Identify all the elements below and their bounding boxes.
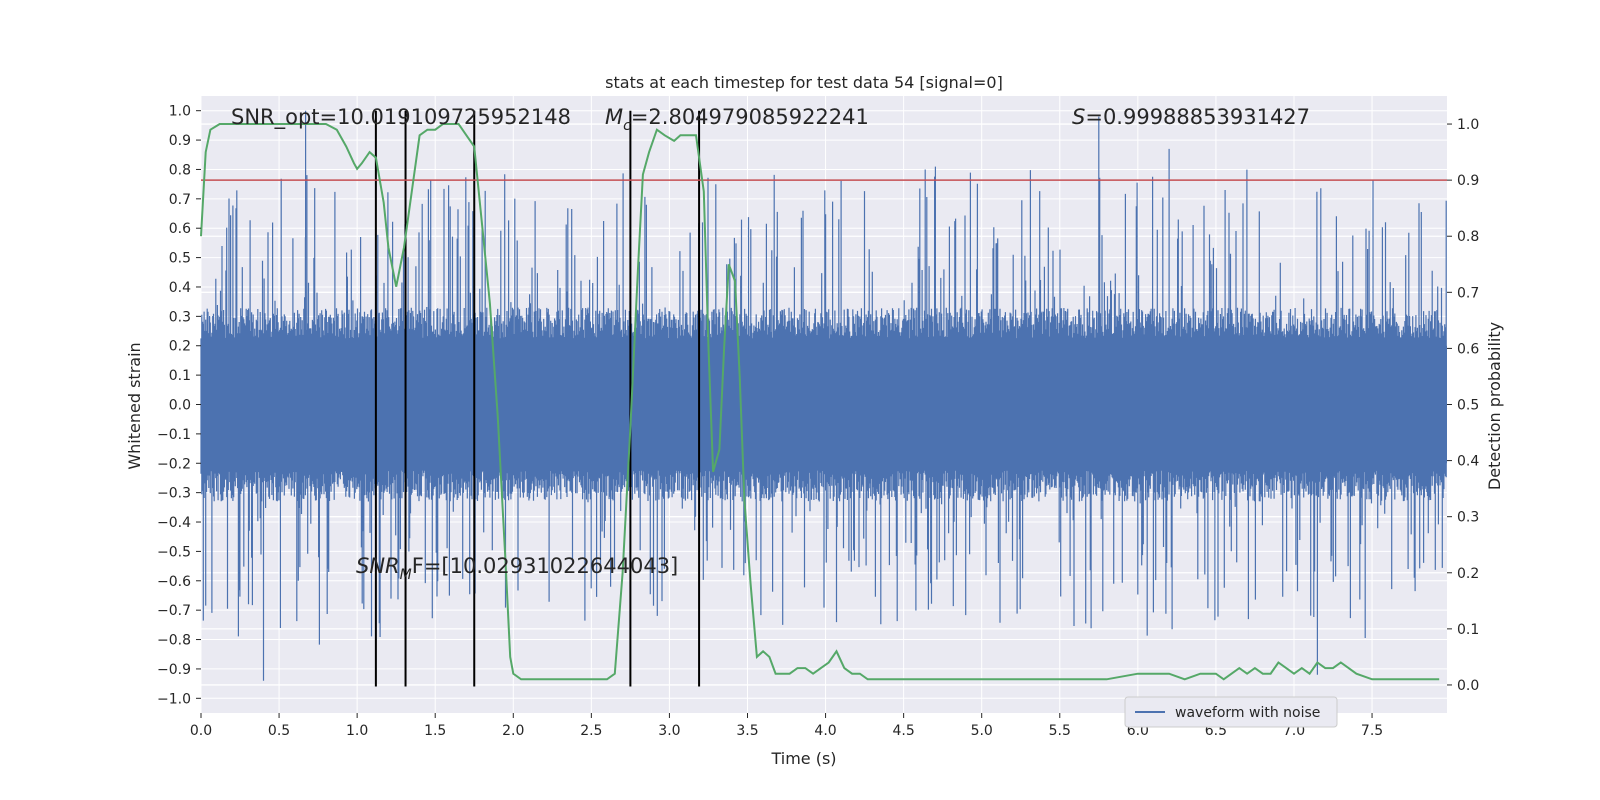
y-axis-ticks: 1.0 0.9 0.8 0.7 0.6 0.5 0.4 0.3 0.2 0.1 0.0 −0.1 −0.… xyxy=(157,104,201,707)
x-axis-label: Time (s) xyxy=(770,749,836,768)
annotation-s: S=0.99988853931427 xyxy=(1072,105,1310,129)
y-tick-label: 0.3 xyxy=(169,309,191,325)
x-tick-label: 1.5 xyxy=(424,723,446,739)
y-tick-label: 0.5 xyxy=(169,251,191,267)
y-tick-label: 1.0 xyxy=(169,104,191,120)
y-tick-label: −0.9 xyxy=(157,662,191,678)
y2-tick-label: 0.1 xyxy=(1457,622,1479,638)
vertical-markers xyxy=(374,110,701,687)
y-tick-label: 0.1 xyxy=(169,368,191,384)
y-tick-label: 0.6 xyxy=(169,221,191,237)
waveform-series xyxy=(200,110,1447,681)
y2-tick-label: 1.0 xyxy=(1457,117,1479,133)
y-tick-label: −1.0 xyxy=(157,691,191,707)
y2-tick-label: 0.9 xyxy=(1457,173,1479,189)
annotation-mc-symbol: M xyxy=(605,105,623,129)
x-tick-label: 1.0 xyxy=(346,723,368,739)
y-tick-label: −0.7 xyxy=(157,603,191,619)
x-tick-label: 4.5 xyxy=(892,723,914,739)
legend-box xyxy=(1124,696,1338,728)
y-tick-label: −0.8 xyxy=(157,633,191,649)
legend-label: waveform with noise xyxy=(1175,705,1320,721)
annotation-mc-value: =2.804979085922241 xyxy=(631,105,869,129)
x-tick-label: 4.0 xyxy=(814,723,836,739)
y2-tick-label: 0.3 xyxy=(1457,510,1479,526)
x-tick-label: 3.0 xyxy=(658,723,680,739)
y-tick-label: −0.5 xyxy=(157,544,191,560)
chart-title: stats at each timestep for test data 54 … xyxy=(605,73,1003,92)
x-tick-label: 3.5 xyxy=(736,723,758,739)
y2-axis-label: Detection probability xyxy=(1485,322,1504,490)
annotation-snr-opt: SNR_opt=10.019109725952148 xyxy=(231,105,571,130)
y-tick-label: −0.2 xyxy=(157,456,191,472)
y-axis-label: Whitened strain xyxy=(125,342,144,469)
legend: waveform with noise xyxy=(1124,696,1338,728)
annotation-s-symbol: S xyxy=(1072,105,1085,129)
y-tick-label: 0.9 xyxy=(169,133,191,149)
y-tick-label: −0.1 xyxy=(157,427,191,443)
x-tick-label: 7.5 xyxy=(1361,723,1383,739)
x-tick-label: 2.0 xyxy=(502,723,524,739)
y-tick-label: 0.7 xyxy=(169,192,191,208)
annotation-snr-mf: SNRMF=[10.02931022644043] xyxy=(356,554,678,583)
y2-tick-label: 0.2 xyxy=(1457,566,1479,582)
y-tick-label: 0.2 xyxy=(169,339,191,355)
x-tick-label: 5.5 xyxy=(1049,723,1071,739)
annotation-snr-mf-sub: M xyxy=(400,567,412,583)
waveform-core xyxy=(201,345,1447,464)
x-tick-label: 2.5 xyxy=(580,723,602,739)
y2-tick-label: 0.6 xyxy=(1457,341,1479,357)
y-tick-label: 0.0 xyxy=(169,398,191,414)
y2-tick-label: 0.4 xyxy=(1457,454,1479,470)
x-tick-label: 0.0 xyxy=(190,723,212,739)
y2-tick-label: 0.0 xyxy=(1457,678,1479,694)
y-tick-label: 0.4 xyxy=(169,280,191,296)
annotation-snr-mf-symbol: SNR xyxy=(356,554,400,578)
y-tick-label: −0.4 xyxy=(157,515,191,531)
annotation-snr-mf-value: F=[10.02931022644043] xyxy=(412,554,679,578)
y2-tick-label: 0.7 xyxy=(1457,285,1479,301)
y2-tick-label: 0.5 xyxy=(1457,398,1479,414)
y2-tick-label: 0.8 xyxy=(1457,229,1479,245)
y-tick-label: 0.8 xyxy=(169,162,191,178)
annotation-s-value: =0.99988853931427 xyxy=(1085,105,1310,129)
probability-series-line xyxy=(200,123,1440,681)
y2-axis-ticks: 1.0 0.9 0.8 0.7 0.6 0.5 0.4 0.3 0.2 0.1 0.0 xyxy=(1447,117,1479,694)
y-tick-label: −0.3 xyxy=(157,486,191,502)
x-tick-label: 0.5 xyxy=(268,723,290,739)
y-tick-label: −0.6 xyxy=(157,574,191,590)
x-tick-label: 5.0 xyxy=(971,723,993,739)
annotation-mc-sub: c xyxy=(623,118,631,134)
annotation-chirp-mass: Mc=2.804979085922241 xyxy=(605,105,869,134)
